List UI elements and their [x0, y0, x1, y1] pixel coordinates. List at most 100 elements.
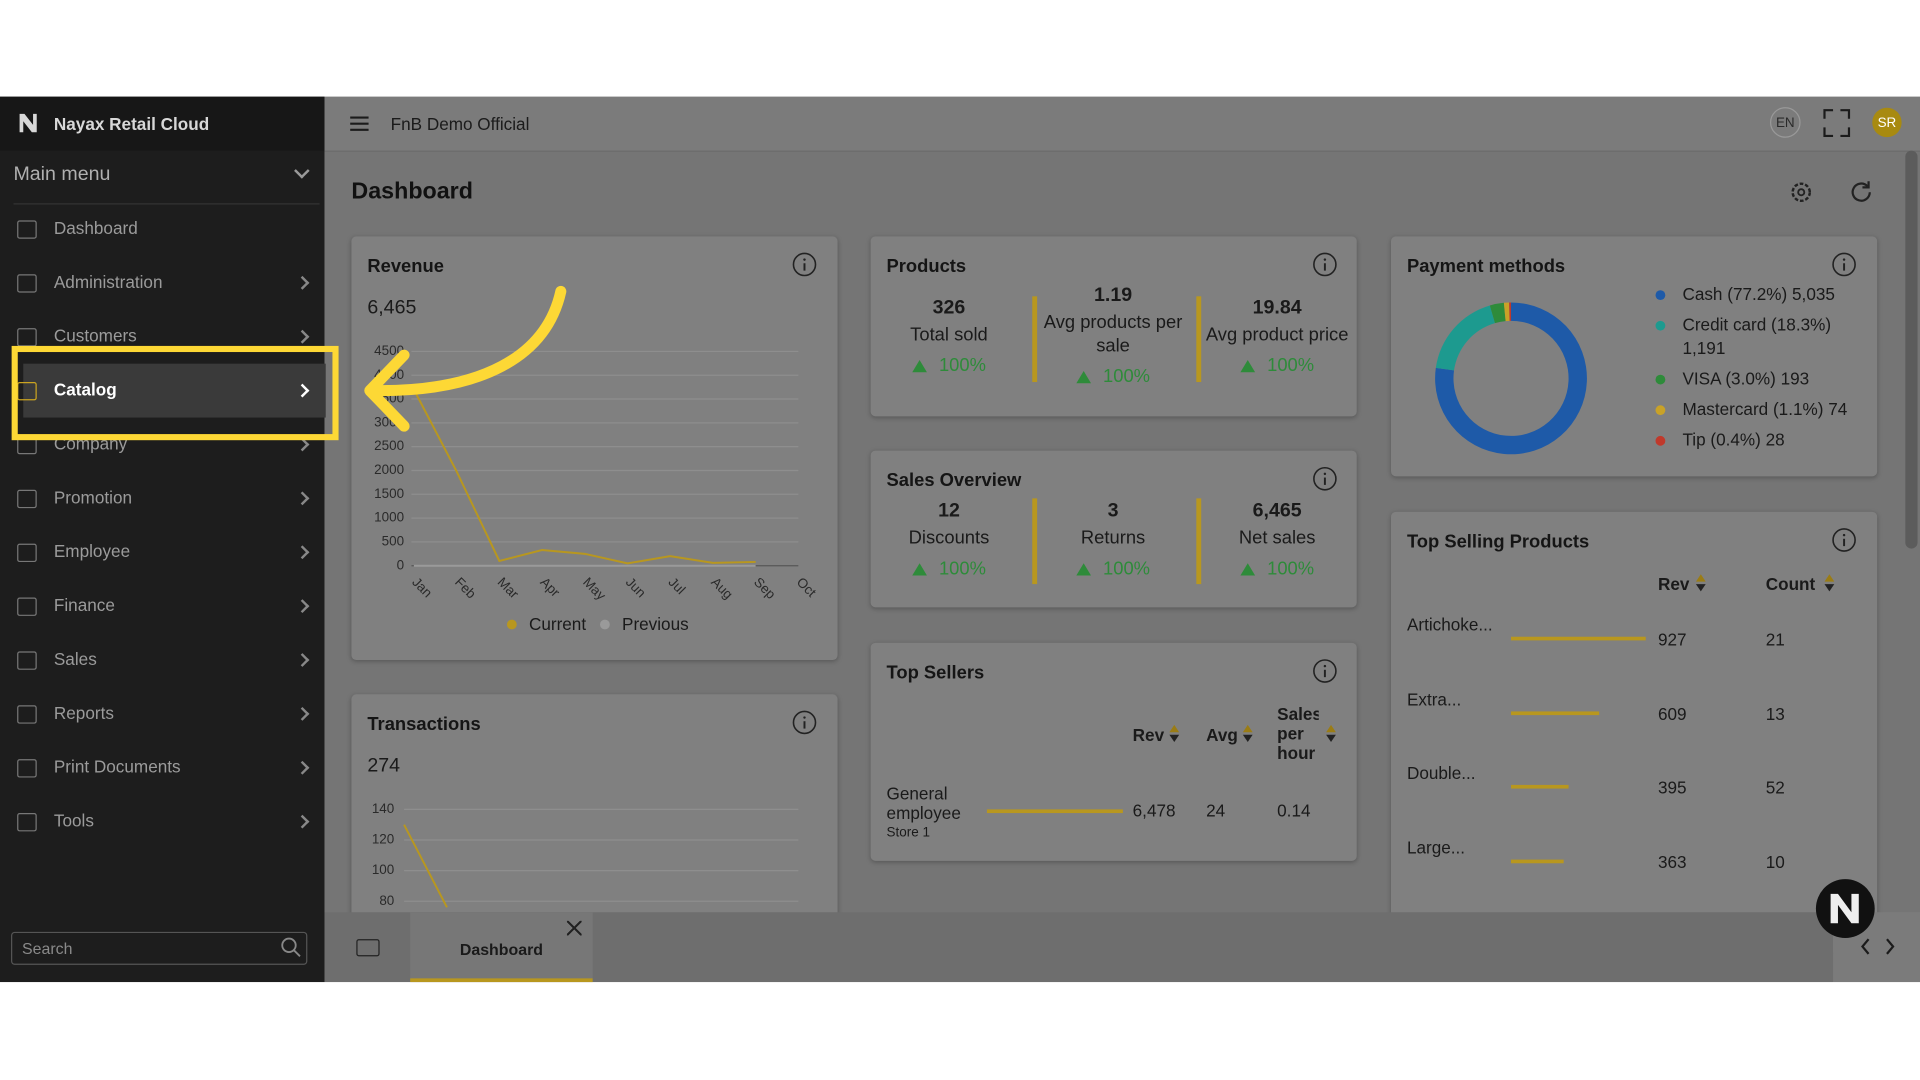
menu-item[interactable]: Catalog: [53, 379, 117, 400]
stat-change-value: 100%: [1103, 557, 1151, 579]
menu-item[interactable]: Dashboard: [53, 217, 138, 238]
tab-close[interactable]: [566, 920, 582, 936]
menu-item[interactable]: Reports: [53, 702, 114, 723]
card-title: Products: [886, 255, 967, 277]
product-rev: 395: [1657, 777, 1687, 798]
legend-entry: Credit card (18.3%) 1,191: [1655, 313, 1864, 360]
stat: 6,465 Net sales 100%: [1194, 487, 1361, 592]
stat-value: 3: [1107, 500, 1119, 522]
y-tick-label: 20: [379, 985, 394, 1000]
up-triangle: [912, 359, 927, 372]
menu-item[interactable]: Sales: [53, 648, 97, 669]
column-header[interactable]: Sales per hour: [1277, 704, 1319, 763]
up-triangle: [1240, 359, 1255, 372]
product-name: Artichoke...: [1406, 614, 1493, 635]
stat-change-value: 100%: [1267, 557, 1315, 579]
top-bar: [324, 96, 1920, 152]
menu-icon: [17, 705, 37, 724]
sort-up: [1695, 574, 1706, 582]
stat-label: Avg products per sale: [1043, 312, 1183, 357]
sort-down: [1169, 734, 1180, 743]
transactions-total: 274: [367, 755, 401, 777]
tab[interactable]: Dashboard: [410, 912, 593, 983]
stat-value: 6,465: [1252, 500, 1302, 522]
up-triangle: [1076, 562, 1091, 575]
legend-dot: [1655, 435, 1666, 446]
menu-icon: [17, 220, 37, 239]
stat-label: Discounts: [908, 527, 990, 548]
legend-entry: VISA (3.0%) 193: [1655, 367, 1864, 390]
product-count: 21: [1765, 629, 1785, 649]
stat-label: Total sold: [910, 323, 988, 345]
legend-dot: [1655, 405, 1666, 416]
products-card: Products 326 Total sold 100% 1.19 Avg product…: [870, 236, 1357, 417]
stat-separator: [1196, 296, 1202, 383]
column-header[interactable]: Count: [1765, 574, 1816, 594]
menu-item[interactable]: Customers: [53, 325, 137, 346]
stat-change-value: 100%: [1267, 354, 1315, 376]
product-rev: 609: [1657, 703, 1687, 724]
legend-entry: Cash (77.2%) 5,035: [1655, 283, 1864, 306]
menu-chevron: [295, 545, 310, 560]
up-triangle: [1240, 562, 1255, 575]
menu-chevron: [295, 760, 310, 775]
stat: 3 Returns 100%: [1030, 487, 1197, 592]
sort-up: [1242, 724, 1253, 733]
sort-down: [1242, 734, 1253, 743]
search-placeholder: Search: [22, 939, 73, 958]
menu-icon: [17, 543, 37, 563]
workspace-name[interactable]: FnB Demo Official: [390, 113, 530, 134]
menu-icon: [17, 759, 37, 778]
stat-label: Returns: [1080, 527, 1146, 548]
product-rev-bar: [1511, 858, 1564, 863]
revenue-card: Revenue 6,465: [351, 236, 838, 660]
stat-value: 12: [938, 500, 960, 522]
sidebar: Nayax Retail Cloud Main menu Dashboard Admi…: [0, 96, 326, 983]
legend-label: Cash (77.2%) 5,035: [1682, 284, 1835, 304]
menu-chevron: [295, 706, 310, 721]
product-count: 10: [1765, 851, 1785, 872]
card-title: Transactions: [367, 713, 481, 735]
stat-value: 19.84: [1252, 296, 1302, 318]
stat-change-value: 100%: [938, 557, 986, 579]
product-rev-bar: [1511, 636, 1647, 641]
menu-item[interactable]: Finance: [53, 595, 115, 615]
top-selling-products-card: Top Selling Products Rev Count Artichoke...…: [1391, 511, 1878, 953]
seller-sales-per-hour: 0.14: [1277, 800, 1311, 821]
search-box[interactable]: Search: [11, 931, 308, 965]
up-triangle: [1076, 371, 1091, 384]
scrollbar-thumb: [1905, 150, 1918, 549]
menu-item[interactable]: Tools: [53, 810, 94, 831]
stat-change: 100%: [1076, 365, 1150, 389]
menu-icon: [17, 597, 37, 616]
stat-change: 100%: [912, 557, 986, 581]
card-title: Top Selling Products: [1406, 531, 1590, 553]
card-title: Top Sellers: [886, 662, 985, 684]
column-header[interactable]: Rev: [1132, 724, 1165, 745]
stat-value: 1.19: [1093, 285, 1133, 307]
menu-item[interactable]: Administration: [53, 271, 163, 292]
product-name: Double...: [1406, 762, 1476, 783]
menu-item[interactable]: Company: [53, 433, 128, 454]
product-name: Large...: [1406, 836, 1466, 857]
product-name: Extra...: [1406, 688, 1462, 709]
seller-name: General employee: [886, 783, 961, 823]
menu-item[interactable]: Promotion: [53, 487, 133, 507]
menu-item[interactable]: Print Documents: [53, 756, 181, 777]
legend-dot: [1655, 290, 1666, 300]
menu-chevron: [295, 329, 310, 344]
card-title: Sales Overview: [886, 470, 1022, 492]
sort-up: [1169, 724, 1180, 733]
legend-label: Credit card (18.3%) 1,191: [1682, 314, 1832, 358]
column-header[interactable]: Avg: [1206, 724, 1238, 745]
legend-label: Mastercard (1.1%) 74: [1682, 399, 1848, 419]
menu-heading[interactable]: Main menu: [13, 164, 320, 205]
menu-item[interactable]: Employee: [53, 541, 131, 561]
column-header[interactable]: Rev: [1657, 574, 1690, 594]
sort-up: [1824, 574, 1835, 582]
stat-change: 100%: [1240, 353, 1314, 377]
top-sellers-card: Top Sellers Rev Avg Sales per hour General e…: [870, 642, 1357, 861]
stat-value: 326: [932, 296, 966, 318]
menu-icon: [17, 651, 37, 670]
menu-icon: [17, 382, 37, 401]
